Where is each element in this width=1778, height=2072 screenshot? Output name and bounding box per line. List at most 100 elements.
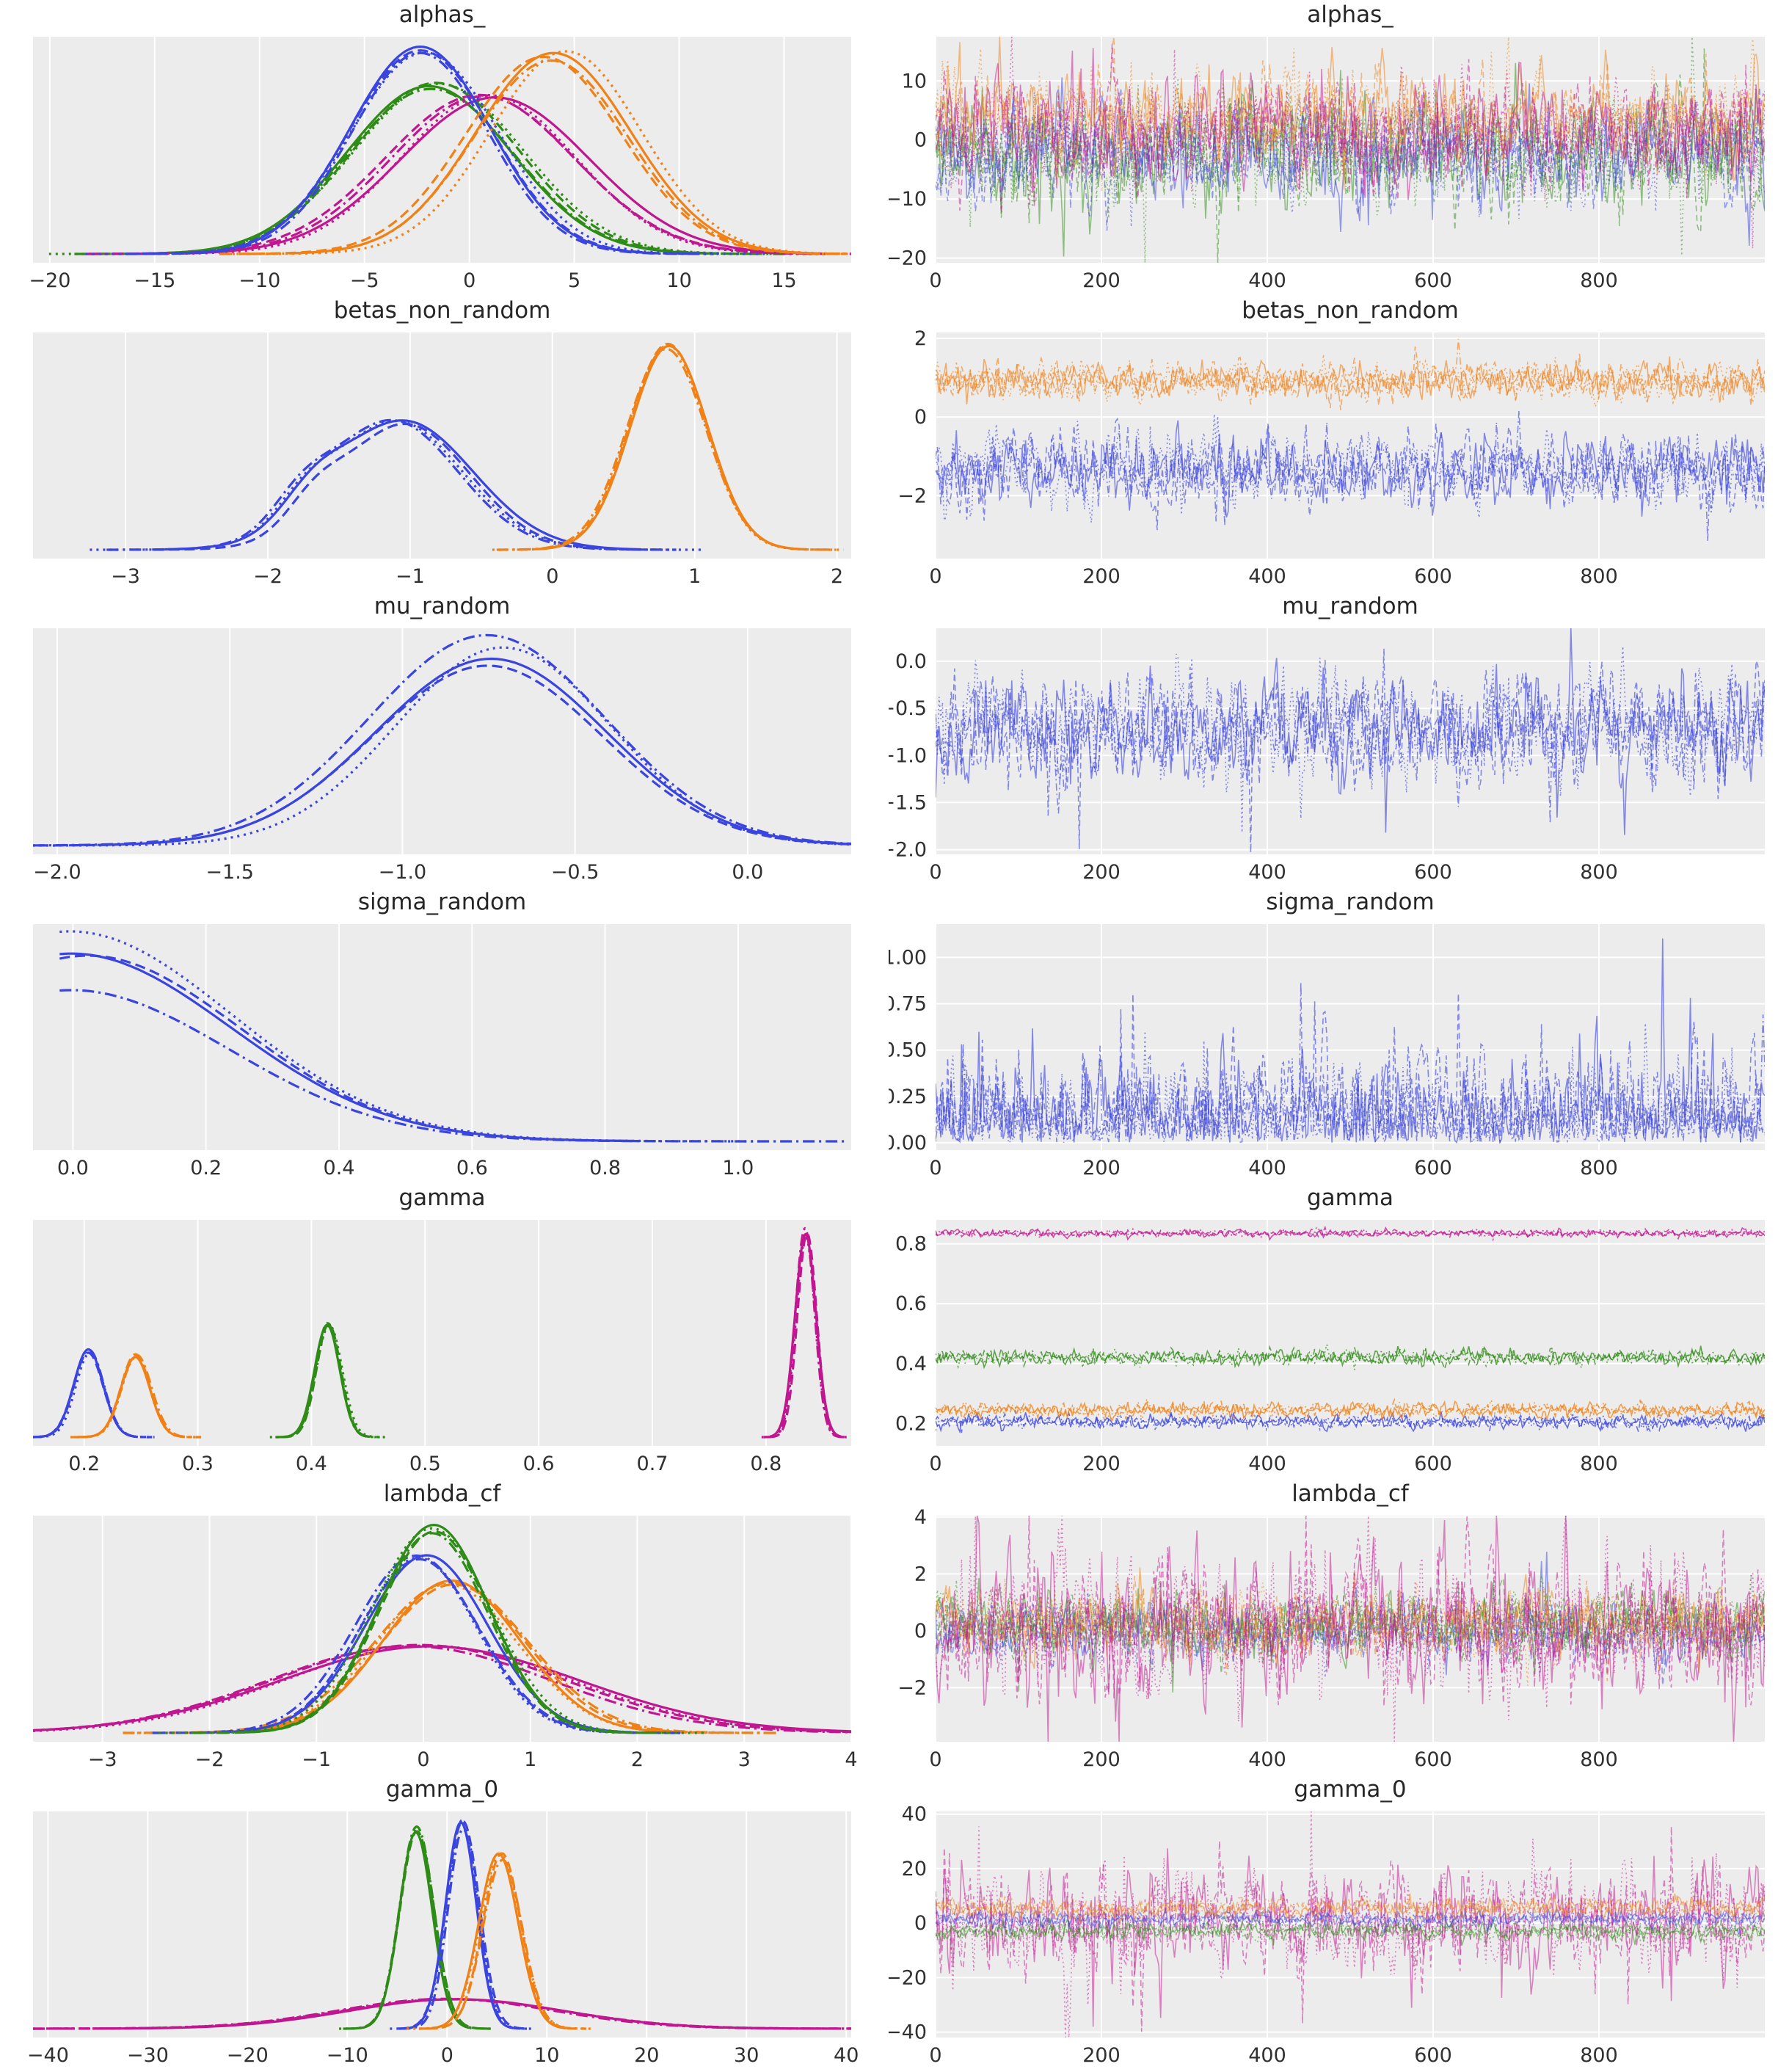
trace-line-green bbox=[936, 1345, 1765, 1372]
x-tick-label: 400 bbox=[1248, 2044, 1286, 2067]
x-tick-label: 0 bbox=[929, 861, 941, 884]
y-tick-label: 10 bbox=[902, 70, 927, 92]
trace-line-blue bbox=[936, 646, 1765, 833]
kde-chart-mu-random: −2.0 −1.5 −1.0 −0.5 0.0 mu_random bbox=[33, 593, 851, 884]
trace-plot-area: 0 200 400 600 800 2 0 −2 bbox=[897, 327, 1765, 588]
x-tick-label: −0.5 bbox=[551, 861, 600, 884]
kde-curve-blue bbox=[126, 51, 714, 255]
x-tick-label: 800 bbox=[1580, 269, 1618, 292]
kde-curve-green bbox=[275, 1322, 380, 1439]
trace-line-magenta bbox=[936, 48, 1765, 200]
x-tick-label: 400 bbox=[1248, 1157, 1286, 1179]
trace-chart-sigma-random: 0 200 400 600 800 1.00 0.75 0.50 0.25 0.00 sigma_r… bbox=[889, 889, 1765, 1179]
trace-line-orange bbox=[936, 346, 1765, 410]
kde-series-group bbox=[48, 45, 851, 255]
plot-background bbox=[33, 332, 851, 559]
subplot-sigma-random-trace: 0 200 400 600 800 1.00 0.75 0.50 0.25 0.00 sigma_r… bbox=[889, 887, 1778, 1183]
x-tick-label: 800 bbox=[1580, 565, 1618, 588]
x-tick-label: 800 bbox=[1580, 2044, 1618, 2067]
kde-curve-blue bbox=[164, 419, 641, 551]
x-tick-label: −2.0 bbox=[33, 861, 81, 884]
x-tick-label: 400 bbox=[1248, 269, 1286, 292]
subplot-alphas-trace: 0 200 400 600 800 10 0 −10 −20 alphas_ bbox=[889, 0, 1778, 296]
kde-curve-blue bbox=[59, 989, 845, 1143]
trace-line-green bbox=[936, 1919, 1765, 1944]
x-tick-label: 0 bbox=[929, 269, 941, 292]
kde-curve-orange bbox=[492, 343, 844, 551]
x-tick-label: 0 bbox=[929, 565, 941, 588]
x-tick-label: −3 bbox=[111, 565, 140, 588]
x-tick-label: 10 bbox=[666, 269, 691, 292]
subplot-lambda-cf-kde: −3 −2 −1 0 1 2 3 4 lambda_cf bbox=[0, 1479, 889, 1775]
kde-plot-area: −2.0 −1.5 −1.0 −0.5 0.0 bbox=[33, 628, 851, 884]
kde-series-group bbox=[33, 1523, 851, 1734]
x-tick-label: 800 bbox=[1580, 861, 1618, 884]
plot-background bbox=[33, 924, 851, 1150]
trace-line-green bbox=[936, 1577, 1765, 1693]
trace-chart-mu-random: 0 200 400 600 800 0.0 −0.5 −1.0 −1.5 −2.0 mu_rando… bbox=[889, 593, 1765, 884]
y-tick-label: 0.75 bbox=[889, 993, 927, 1016]
kde-curve-blue bbox=[189, 1557, 649, 1734]
trace-line-blue bbox=[936, 84, 1765, 228]
x-tick-label: 0.8 bbox=[589, 1157, 621, 1179]
x-tick-label: −30 bbox=[127, 2044, 169, 2067]
kde-series-group bbox=[59, 930, 845, 1143]
trace-line-magenta bbox=[936, 1811, 1765, 2038]
kde-curve-orange bbox=[517, 342, 819, 551]
x-tick-label: 0.5 bbox=[409, 1453, 441, 1475]
kde-curve-orange bbox=[220, 59, 851, 255]
x-tick-label: 200 bbox=[1082, 565, 1121, 588]
x-tick-label: 400 bbox=[1248, 861, 1286, 884]
y-tick-label: −10 bbox=[889, 188, 927, 211]
trace-line-blue bbox=[936, 413, 1765, 523]
kde-curve-green bbox=[343, 1825, 491, 2030]
x-tick-label: 0.6 bbox=[523, 1453, 555, 1475]
kde-curve-blue bbox=[398, 1820, 528, 2030]
x-tick-label: 200 bbox=[1082, 269, 1121, 292]
kde-curve-orange bbox=[239, 55, 848, 255]
x-tick-label: 200 bbox=[1082, 1748, 1121, 1771]
plot-title: sigma_random bbox=[358, 889, 526, 915]
trace-line-orange bbox=[936, 354, 1765, 409]
kde-curve-orange bbox=[73, 1353, 201, 1439]
kde-plot-area: −3 −2 −1 0 1 2 3 4 bbox=[33, 1516, 858, 1771]
x-tick-label: 0.7 bbox=[637, 1453, 668, 1475]
subplot-gamma-kde: 0.2 0.3 0.4 0.5 0.6 0.7 0.8 gamma bbox=[0, 1183, 889, 1479]
y-tick-label: 0.0 bbox=[895, 650, 927, 673]
x-tick-label: 0.8 bbox=[750, 1453, 781, 1475]
x-tick-label: −1.0 bbox=[379, 861, 427, 884]
x-tick-label: −20 bbox=[29, 269, 70, 292]
kde-curve-blue bbox=[142, 49, 700, 255]
kde-curve-magenta bbox=[761, 1235, 850, 1439]
y-tick-label: 0.4 bbox=[895, 1353, 927, 1375]
kde-curve-magenta bbox=[33, 1997, 851, 2030]
kde-series-group bbox=[33, 633, 851, 847]
x-tick-label: 0 bbox=[417, 1748, 429, 1771]
x-tick-label: 400 bbox=[1248, 1748, 1286, 1771]
kde-chart-gamma-0: −40 −30 −20 −10 0 10 20 30 40 gamma_0 bbox=[27, 1776, 859, 2067]
subplot-mu-random-trace: 0 200 400 600 800 0.0 −0.5 −1.0 −1.5 −2.0 mu_rando… bbox=[889, 592, 1778, 887]
x-tick-label: −2 bbox=[253, 565, 283, 588]
trace-line-orange bbox=[936, 37, 1765, 180]
kde-chart-gamma: 0.2 0.3 0.4 0.5 0.6 0.7 0.8 gamma bbox=[33, 1185, 851, 1475]
subplot-sigma-random-kde: 0.0 0.2 0.4 0.6 0.8 1.0 sigma_random bbox=[0, 887, 889, 1183]
x-tick-label: 0.6 bbox=[456, 1157, 488, 1179]
trace-line-blue bbox=[936, 417, 1765, 531]
y-tick-label: −20 bbox=[889, 1966, 927, 1989]
plot-title: betas_non_random bbox=[1242, 297, 1459, 324]
subplot-gamma-trace: 0 200 400 600 800 0.8 0.6 0.4 0.2 gamma bbox=[889, 1183, 1778, 1479]
y-tick-label: −0.5 bbox=[889, 697, 927, 720]
kde-curve-blue bbox=[33, 646, 851, 847]
x-tick-label: 0 bbox=[929, 1453, 941, 1475]
trace-chart-gamma: 0 200 400 600 800 0.8 0.6 0.4 0.2 gamma bbox=[895, 1185, 1765, 1475]
kde-curve-green bbox=[74, 87, 788, 255]
plot-title: gamma_0 bbox=[1294, 1776, 1406, 1803]
plot-title: sigma_random bbox=[1266, 889, 1434, 915]
trace-line-blue bbox=[936, 648, 1765, 824]
trace-line-orange bbox=[936, 338, 1765, 405]
plot-title: alphas_ bbox=[1307, 1, 1393, 28]
x-tick-label: 200 bbox=[1082, 1157, 1121, 1179]
